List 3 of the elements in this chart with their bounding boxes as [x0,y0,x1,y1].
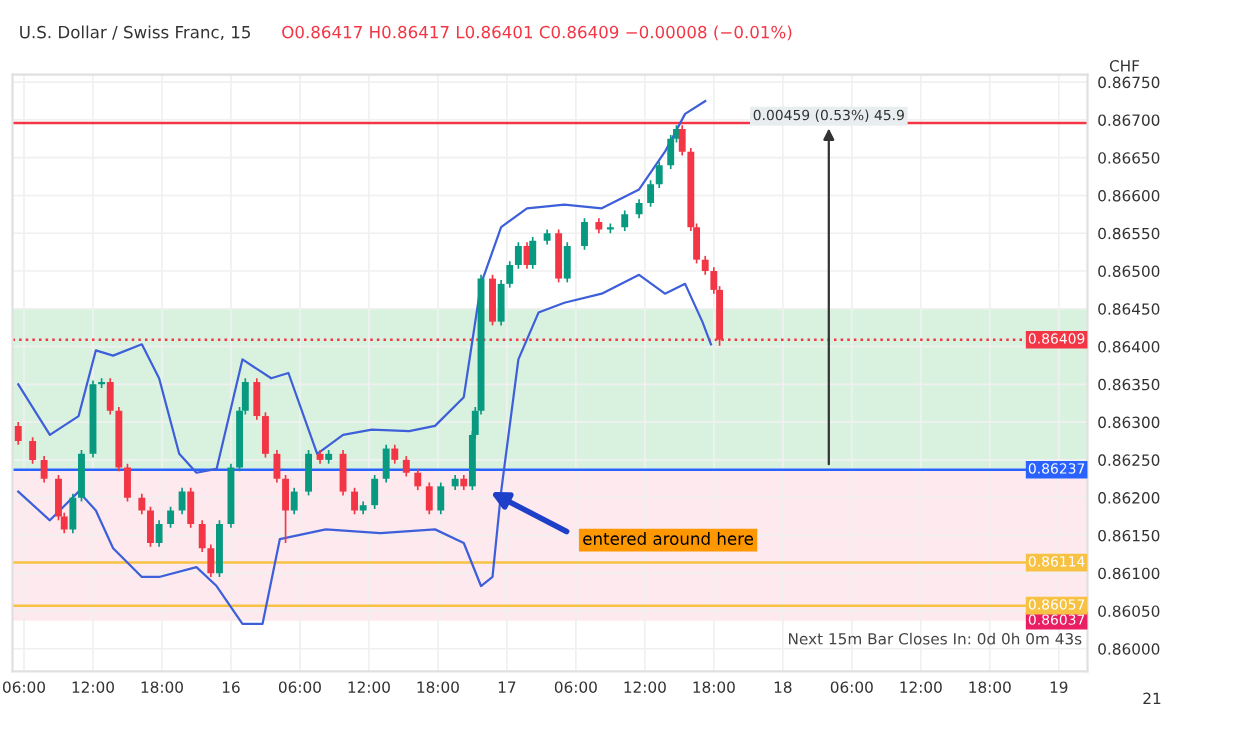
chart-title: U.S. Dollar / Swiss Franc, 15 [20,25,251,41]
annotation: entered around here [583,532,754,545]
chart-subtitle: O0.86417 H0.86417 L0.86401 C0.86409 −0.00008 (−0.01%) [282,25,792,41]
